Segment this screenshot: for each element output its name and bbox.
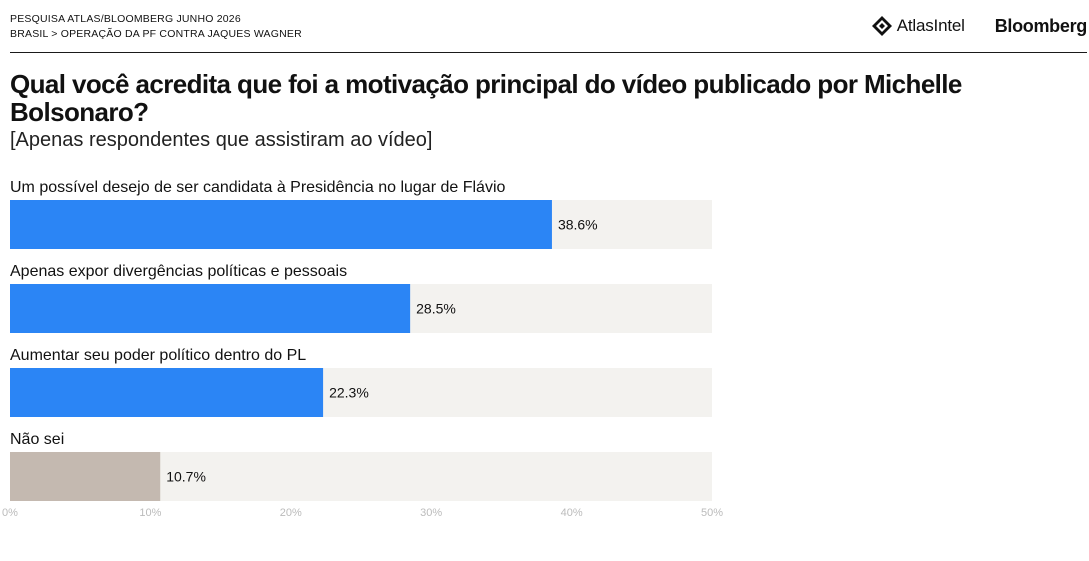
value-label: 10.7% — [166, 469, 206, 485]
category-label: Apenas expor divergências políticas e pe… — [10, 263, 347, 280]
chart-title: Qual você acredita que foi a motivação p… — [10, 69, 962, 127]
bar — [10, 368, 324, 417]
x-tick-label: 40% — [561, 507, 583, 519]
breadcrumb: BRASIL > OPERAÇÃO DA PF CONTRA JAQUES WA… — [10, 28, 302, 40]
bar — [10, 284, 411, 333]
bar — [10, 452, 161, 501]
atlas-mark-icon — [871, 16, 892, 36]
atlasintel-logo: AtlasIntel — [871, 15, 965, 37]
value-label: 28.5% — [416, 301, 456, 317]
category-label: Não sei — [10, 431, 64, 448]
x-tick-label: 0% — [2, 507, 18, 519]
category-label: Aumentar seu poder político dentro do PL — [10, 347, 306, 364]
x-tick-label: 50% — [701, 507, 723, 519]
report-header: PESQUISA ATLAS/BLOOMBERG JUNHO 2026 BRAS… — [10, 12, 1087, 53]
bloomberg-logo: Bloomberg — [994, 15, 1088, 36]
category-label: Um possível desejo de ser candidata à Pr… — [10, 179, 505, 196]
chart-subtitle: [Apenas respondentes que assistiram ao v… — [10, 129, 433, 151]
x-tick-label: 20% — [280, 507, 302, 519]
value-label: 38.6% — [558, 217, 598, 233]
atlas-logo-text: AtlasIntel — [896, 16, 965, 35]
survey-name: PESQUISA ATLAS/BLOOMBERG JUNHO 2026 — [10, 13, 241, 25]
x-tick-label: 10% — [139, 507, 161, 519]
logos: AtlasIntel Bloomberg — [871, 14, 1087, 38]
bar — [10, 200, 552, 249]
x-tick-label: 30% — [420, 507, 442, 519]
bar-chart: Um possível desejo de ser candidata à Pr… — [2, 179, 723, 519]
value-label: 22.3% — [329, 385, 369, 401]
